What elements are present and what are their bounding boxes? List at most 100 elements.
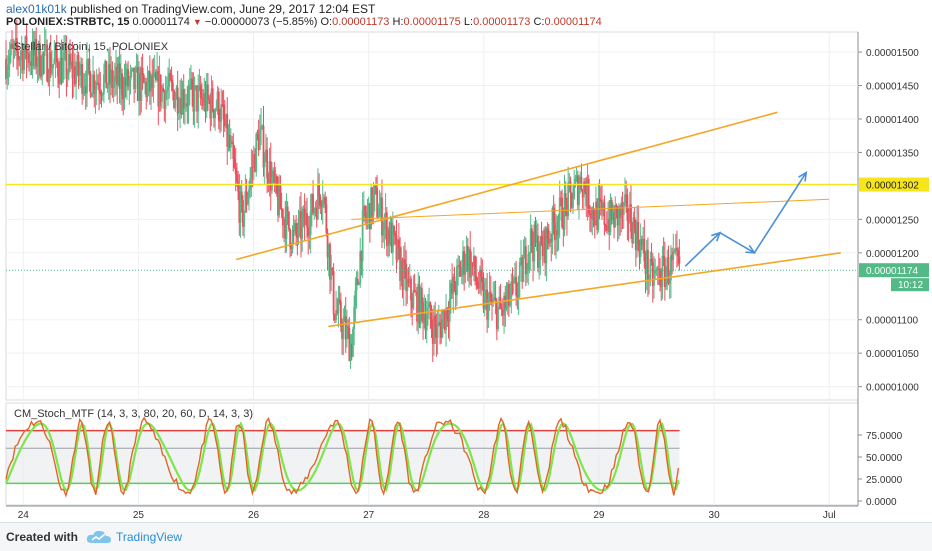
candle (475, 256, 478, 291)
candle (457, 255, 460, 286)
candle (456, 258, 458, 307)
candle-body (170, 79, 173, 83)
candle-body (122, 94, 125, 100)
tradingview-brand[interactable]: TradingView (116, 530, 183, 544)
candle-body (430, 319, 433, 329)
candle-body (191, 78, 194, 90)
candle (584, 177, 586, 195)
candle-body (337, 299, 340, 313)
candle-body (54, 48, 57, 59)
candle-body (198, 85, 201, 88)
candle-body (30, 61, 33, 66)
candle (493, 281, 496, 301)
stoch-tick-label: 0.0000 (866, 497, 897, 508)
candle-body (562, 227, 565, 230)
candle-body (446, 307, 449, 320)
candle (395, 219, 398, 274)
candle (570, 192, 573, 209)
price-plot[interactable] (5, 19, 858, 369)
candle (205, 73, 208, 118)
candle (578, 174, 580, 220)
candle (667, 245, 670, 286)
candle-body (439, 322, 441, 326)
candle-body (246, 197, 249, 205)
trend-line[interactable] (328, 252, 841, 328)
candle-body (510, 281, 513, 298)
candle-body (408, 278, 411, 284)
candle-body (543, 230, 545, 256)
candle (197, 74, 200, 129)
candle (176, 70, 179, 132)
candle-body (350, 343, 353, 357)
close-value: 0.00001174 (544, 16, 602, 28)
y-tick-label: 0.00001400 (866, 115, 919, 126)
candle (447, 301, 450, 339)
candle (352, 326, 354, 358)
candle (391, 211, 394, 266)
candle (167, 67, 169, 107)
projection-arrow[interactable] (753, 170, 808, 254)
candle (535, 220, 538, 252)
candle (274, 167, 277, 194)
candle-body (634, 227, 637, 251)
candle (75, 61, 78, 100)
stochastic-panel[interactable] (5, 416, 680, 498)
author-link[interactable]: alex01k01k (6, 2, 67, 16)
candle-body (616, 206, 619, 226)
candle (66, 68, 69, 88)
candle-body (213, 109, 215, 118)
footer-bar: Created with TradingView (0, 522, 932, 551)
candle-body (576, 175, 579, 205)
candle-body (249, 178, 252, 190)
candle-body (94, 89, 97, 94)
candle-body (96, 82, 99, 84)
chart[interactable]: 0.00001500 0.00001450 0.00001400 0.00001350… (0, 0, 932, 522)
candle-body (410, 278, 412, 301)
candle-body (260, 126, 262, 130)
candle (346, 309, 348, 348)
candle (173, 89, 175, 110)
candle-body (347, 326, 350, 329)
x-tick-label: 29 (593, 510, 605, 521)
candle-body (561, 197, 564, 228)
candle (522, 239, 525, 283)
candle-body (174, 98, 177, 108)
candle-body (310, 194, 313, 212)
candle-body (256, 134, 259, 136)
candle (389, 215, 392, 247)
candle-body (132, 67, 134, 70)
candle-body (99, 90, 102, 94)
candle-body (418, 284, 421, 324)
candle-body (397, 239, 400, 248)
trend-line[interactable] (236, 111, 778, 261)
candle (497, 306, 499, 332)
candle (527, 244, 530, 286)
price-axis[interactable]: 0.00001500 0.00001450 0.00001400 0.00001350… (858, 48, 929, 508)
candle-body (304, 213, 307, 226)
candle-body (661, 256, 664, 287)
candle-body (367, 203, 370, 212)
candle-body (279, 185, 282, 210)
candle (476, 277, 479, 290)
candle-body (417, 284, 420, 322)
candle-body (349, 343, 352, 362)
time-axis[interactable]: 24252627282930Jul2 (18, 510, 932, 521)
candle (677, 247, 680, 267)
candle-body (654, 270, 657, 274)
low-value: 0.00001173 (473, 16, 531, 28)
candle (8, 41, 11, 78)
candle (60, 39, 63, 86)
horizontal-level-badge (859, 177, 929, 192)
candle (261, 124, 264, 130)
candle (13, 40, 16, 59)
trend-line[interactable] (351, 198, 830, 220)
candle (539, 235, 542, 276)
candle (181, 80, 184, 115)
candle (621, 191, 624, 230)
candle-body (64, 50, 67, 53)
candle-body (34, 38, 36, 56)
candle-body (238, 191, 241, 223)
symbol-name[interactable]: POLONIEX:STRBTC, 15 (6, 16, 130, 28)
high-label: H: (392, 16, 404, 28)
candle (37, 40, 40, 81)
